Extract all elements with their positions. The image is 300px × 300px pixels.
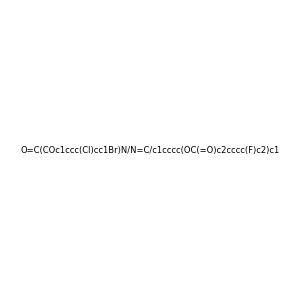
Text: O=C(COc1ccc(Cl)cc1Br)N/N=C/c1cccc(OC(=O)c2cccc(F)c2)c1: O=C(COc1ccc(Cl)cc1Br)N/N=C/c1cccc(OC(=O)…	[20, 146, 280, 154]
